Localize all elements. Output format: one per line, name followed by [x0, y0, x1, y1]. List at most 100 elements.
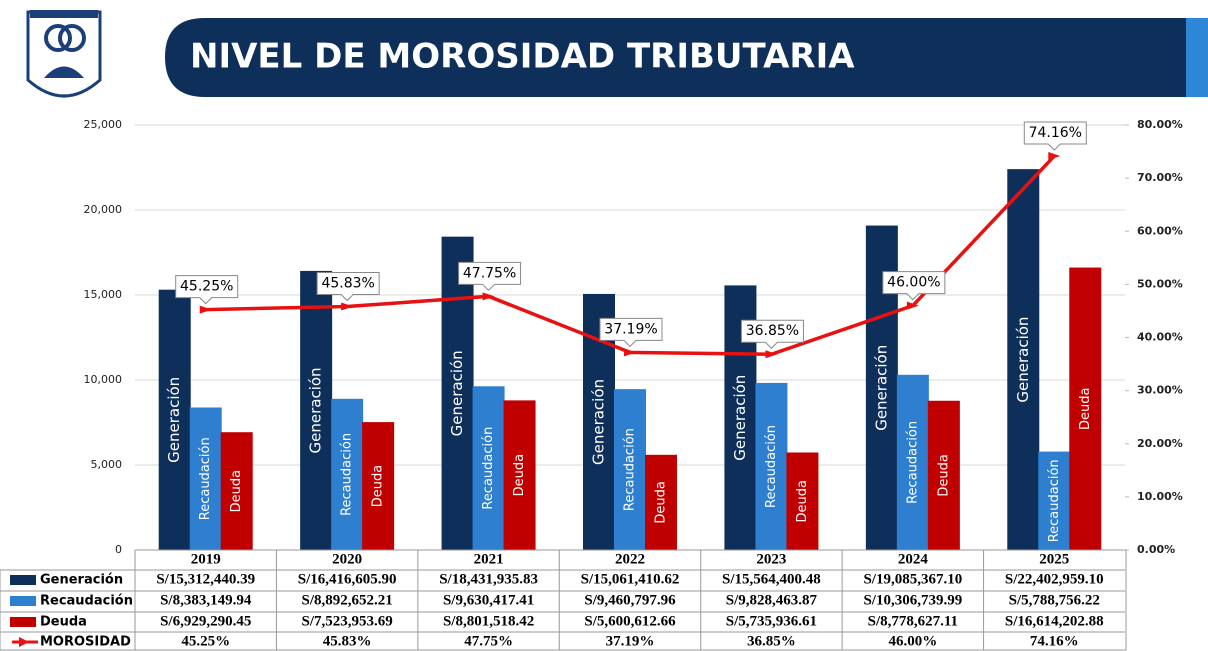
- bar-label: Recaudación: [764, 425, 779, 508]
- bar: [220, 432, 253, 550]
- bar-label: Recaudación: [905, 421, 920, 504]
- y2-tick-label: 0.00%: [1137, 543, 1175, 556]
- bar: [755, 382, 788, 550]
- table-cell: S/9,460,797.96: [584, 592, 676, 608]
- bar-label: Deuda: [936, 454, 951, 496]
- bar: [896, 374, 929, 550]
- y-tick-label: 25,000: [84, 118, 123, 131]
- bar-label: Generación: [872, 345, 890, 431]
- bar: [645, 454, 677, 550]
- table-cell: S/5,735,936.61: [726, 613, 817, 629]
- data-label: 45.25%: [180, 279, 233, 295]
- legend-swatch: [10, 575, 36, 585]
- bar-label: Deuda: [512, 454, 527, 496]
- legend-label: MOROSIDAD: [40, 635, 131, 650]
- y2-tick-label: 70.00%: [1137, 171, 1183, 184]
- table-cell: S/8,778,627.11: [868, 613, 958, 629]
- table-cell: S/8,892,652.21: [302, 592, 393, 608]
- y2-tick-label: 80.00%: [1137, 118, 1183, 131]
- line-marker: [1048, 152, 1061, 161]
- table-cell: 46.00%: [888, 633, 937, 649]
- data-label: 36.85%: [746, 323, 799, 339]
- data-label: 74.16%: [1029, 125, 1082, 141]
- line-marker: [341, 302, 354, 311]
- table-cell: S/6,929,290.45: [160, 613, 251, 629]
- bar: [786, 452, 819, 550]
- table-cell: S/5,600,612.66: [584, 613, 676, 629]
- table-cell: 37.19%: [606, 633, 655, 649]
- table-cell: S/22,402,959.10: [1005, 571, 1104, 587]
- x-tick-label: 2019: [191, 551, 221, 567]
- y2-tick-label: 60.00%: [1137, 224, 1183, 237]
- data-label: 45.83%: [321, 276, 374, 292]
- table-cell: S/15,312,440.39: [156, 571, 255, 587]
- bar-label: Generación: [731, 375, 749, 461]
- y2-tick-label: 10.00%: [1137, 490, 1183, 503]
- bar-label: Generación: [165, 377, 183, 463]
- data-label: 37.19%: [604, 321, 657, 337]
- table-cell: 45.83%: [323, 633, 372, 649]
- bar: [441, 236, 474, 550]
- y-tick-label: 5,000: [91, 458, 123, 471]
- table-cell: S/9,828,463.87: [726, 592, 818, 608]
- data-label-box: [740, 319, 804, 349]
- table-cell: S/16,614,202.88: [1005, 613, 1104, 629]
- bar-label: Generación: [307, 367, 325, 453]
- table-cell: 45.25%: [181, 633, 230, 649]
- legend-label: Generación: [40, 573, 123, 588]
- table-cell: S/9,630,417.41: [443, 592, 534, 608]
- table-cell: S/10,306,739.99: [863, 592, 962, 608]
- data-label-box: [599, 317, 663, 348]
- data-label-box: [1023, 121, 1087, 151]
- bar-label: Deuda: [654, 481, 669, 523]
- line-marker: [482, 292, 495, 301]
- bar: [503, 400, 536, 550]
- line-marker: [199, 305, 212, 314]
- data-label-box: [458, 261, 522, 292]
- bar: [189, 407, 222, 550]
- y2-tick-label: 30.00%: [1137, 384, 1183, 397]
- bar: [472, 386, 505, 550]
- data-label: 47.75%: [463, 265, 516, 281]
- bar-label: Recaudación: [340, 433, 355, 516]
- y-tick-label: 20,000: [84, 203, 123, 216]
- table-cell: 47.75%: [464, 633, 513, 649]
- y2-tick-label: 50.00%: [1137, 277, 1183, 290]
- data-label-box: [175, 275, 239, 305]
- y2-tick-label: 20.00%: [1137, 437, 1183, 450]
- table-cell: S/15,061,410.62: [581, 571, 680, 587]
- line-marker: [765, 350, 778, 359]
- table-cell: 74.16%: [1030, 633, 1079, 649]
- legend-label: Recaudación: [40, 594, 133, 609]
- table-cell: S/8,383,149.94: [160, 592, 252, 608]
- bar-label: Deuda: [1078, 388, 1093, 430]
- x-tick-label: 2021: [474, 551, 504, 567]
- bar: [1038, 451, 1071, 550]
- legend-label: Deuda: [40, 615, 87, 630]
- table-cell: S/15,564,400.48: [722, 571, 821, 587]
- line-marker: [624, 348, 636, 357]
- bar: [158, 289, 191, 550]
- bar: [1007, 169, 1040, 550]
- data-label-box: [316, 272, 380, 302]
- y-tick-label: 0: [115, 543, 122, 556]
- bar-label: Generación: [448, 350, 466, 436]
- table-cell: S/8,801,518.42: [443, 613, 534, 629]
- x-tick-label: 2024: [898, 551, 929, 567]
- chart-title: NIVEL DE MOROSIDAD TRIBUTARIA: [190, 37, 855, 77]
- bar: [927, 400, 960, 550]
- title-accent: [1186, 18, 1208, 97]
- bar: [331, 398, 364, 550]
- bar-label: Deuda: [795, 480, 810, 522]
- bar-label: Deuda: [371, 465, 386, 507]
- bar: [300, 270, 333, 550]
- legend-swatch: [10, 596, 36, 606]
- legend-marker: [19, 637, 29, 647]
- bar-label: Recaudación: [481, 427, 496, 510]
- x-tick-label: 2022: [615, 551, 645, 567]
- table-cell: S/19,085,367.10: [863, 571, 962, 587]
- x-tick-label: 2025: [1039, 551, 1069, 567]
- y2-tick-label: 40.00%: [1137, 331, 1183, 344]
- bar: [362, 422, 395, 550]
